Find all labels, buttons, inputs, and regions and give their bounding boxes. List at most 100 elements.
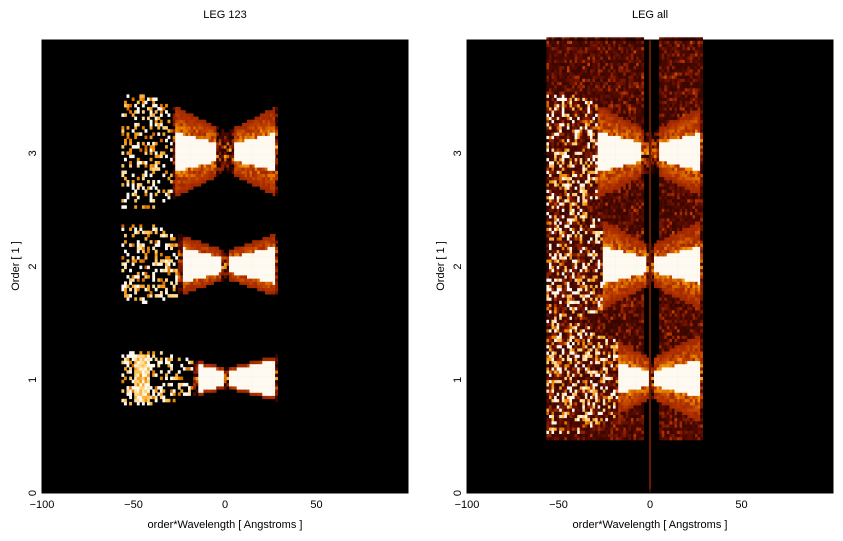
heatmap-cell [154,154,158,159]
heatmap-cell [584,122,588,127]
heatmap-cell [546,46,550,51]
heatmap-cell [200,379,204,384]
heatmap-cell [264,119,268,124]
heatmap-cell [170,367,173,371]
heatmap-cell [577,297,581,301]
heatmap-cell [267,357,271,362]
heatmap-cell [551,262,555,266]
heatmap-cell [267,186,271,190]
heatmap-cell [213,379,217,384]
heatmap-cell [566,53,570,57]
heatmap-cell [141,386,145,390]
heatmap-cell [193,262,197,266]
heatmap-cell [134,103,138,108]
heatmap-cell [141,249,145,254]
heatmap-cell [218,138,222,143]
heatmap-cell [546,62,550,67]
heatmap-cell [554,268,557,273]
heatmap-cell [198,268,202,273]
heatmap-cell [131,284,135,289]
heatmap-cell [203,376,207,381]
heatmap-cell [587,348,591,352]
heatmap-cell [259,265,263,270]
heatmap-cell [247,370,250,374]
heatmap-cell [195,183,199,187]
heatmap-cell [569,211,573,216]
heatmap-cells [546,37,703,493]
heatmap-cell [572,43,575,48]
heatmap-cell [264,268,268,273]
heatmap-cell [546,268,550,273]
heatmap-cell [203,173,207,178]
heatmap-cell [577,287,581,292]
heatmap-cell [198,262,202,266]
heatmap-cell [574,211,578,216]
heatmap-cell [257,373,261,377]
heatmap-cell [267,291,271,295]
heatmap-cell [590,46,593,51]
heatmap-cell [262,151,266,155]
heatmap-cell [211,132,214,136]
heatmap-cell [554,392,557,396]
heatmap-cell [597,386,601,390]
heatmap-cell [124,170,127,174]
heatmap-cell [559,319,563,323]
heatmap-cell [175,110,179,114]
heatmap-cell [154,119,158,124]
heatmap-cell [172,243,176,247]
heatmap-cell [252,376,255,381]
heatmap-cell [175,122,179,127]
heatmap-cell [546,436,550,441]
heatmap-cell [152,141,156,146]
heatmap-cell [147,363,150,368]
heatmap-cell [551,436,555,441]
heatmap-cell [247,278,250,282]
heatmap-cell [561,348,565,352]
heatmap-cell [259,126,263,130]
heatmap-cell [159,110,163,114]
heatmap-cell [270,281,273,285]
heatmap-cell [213,252,217,257]
heatmap-cell [572,252,575,257]
heatmap-cell [275,237,278,241]
heatmap-cell [566,199,570,203]
heatmap-cell [208,161,212,165]
heatmap-cell [551,97,555,101]
heatmap-cell [582,186,586,190]
heatmap-cell [159,284,163,289]
heatmap-cell [198,259,202,263]
heatmap-cell [126,389,130,393]
heatmap-cell [252,246,255,251]
heatmap-cell [559,246,563,251]
heatmap-cell [264,278,268,282]
heatmap-cell [592,243,596,247]
heatmap-cell [572,116,575,121]
heatmap-cell [154,151,158,155]
heatmap-cell [595,46,598,51]
heatmap-cell [584,306,588,311]
heatmap-cell [216,157,220,162]
heatmap-cell [582,313,586,317]
heatmap-cell [172,116,176,121]
heatmap-cell [551,335,555,339]
heatmap-cell [569,97,573,101]
heatmap-cell [200,265,204,270]
heatmap-cell [551,141,555,146]
heatmap-cell [175,275,179,279]
heatmap-cell [579,262,583,266]
heatmap-cell [572,329,575,333]
heatmap-cell [564,221,568,225]
heatmap-cell [551,411,555,415]
heatmap-cell [554,230,557,235]
heatmap-cell [582,325,586,330]
heatmap-cell [595,271,598,276]
heatmap-cell [577,325,581,330]
heatmap-cell [579,189,583,193]
heatmap-cell [262,119,266,124]
heatmap-cell [577,40,581,44]
heatmap-cell [546,173,550,178]
heatmap-cell [597,211,601,216]
heatmap-cell [561,176,565,181]
heatmap-cell [566,294,570,298]
heatmap-cell [264,126,268,130]
